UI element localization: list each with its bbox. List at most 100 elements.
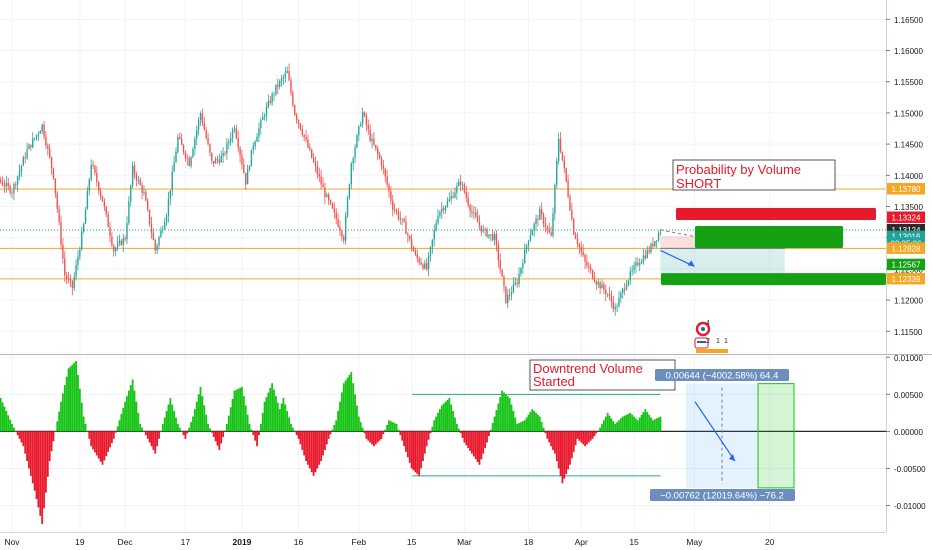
candle-body	[177, 136, 179, 152]
volume-scale[interactable]: 0.01000 0.00500 0.00000 -0.00500 -0.01000	[886, 354, 926, 511]
price-range-measure[interactable]	[412, 383, 795, 489]
candle-body	[294, 105, 296, 115]
candle-body	[550, 232, 552, 236]
volume-bar	[126, 396, 128, 432]
candle-body	[211, 152, 213, 161]
volume-bar	[555, 431, 558, 462]
volume-bar	[567, 431, 569, 470]
volume-bar	[565, 431, 568, 475]
short-position-tool[interactable]	[660, 208, 886, 286]
volume-bar	[3, 406, 6, 432]
volume-bar	[461, 431, 464, 438]
volume-bar	[652, 420, 654, 432]
candle-body	[573, 218, 575, 235]
volume-bar	[84, 423, 87, 432]
volume-bar	[286, 411, 289, 432]
volume-bar	[414, 431, 417, 473]
volume-bar	[631, 414, 634, 432]
volume-bar	[408, 431, 411, 463]
candle-body	[175, 151, 177, 163]
candle-body	[184, 152, 187, 158]
candle-body	[180, 138, 183, 145]
time-axis-label: Feb	[352, 537, 367, 547]
candle-body	[105, 206, 107, 214]
candle-body	[633, 265, 635, 271]
candle-body	[484, 229, 486, 230]
volume-bar	[410, 431, 413, 469]
candle-body	[539, 209, 541, 220]
candle-body	[356, 135, 358, 148]
volume-bar	[65, 376, 68, 432]
candle-body	[629, 271, 631, 281]
volume-bar	[437, 412, 439, 432]
volume-bar	[612, 421, 615, 432]
candle-body	[606, 293, 609, 295]
volume-bar	[99, 431, 102, 462]
candle-body	[439, 211, 441, 216]
price-level-label: 1.13124	[892, 226, 921, 235]
volume-bar	[427, 431, 430, 440]
candle-body	[271, 94, 273, 103]
candle-body	[54, 178, 57, 194]
volume-bar	[610, 418, 613, 432]
candle-body	[288, 70, 290, 81]
volume-bar	[514, 417, 517, 432]
volume-bar	[397, 429, 400, 432]
badge-number: 4	[706, 320, 710, 327]
volume-bar	[46, 431, 49, 477]
candle-body	[143, 192, 145, 193]
candle-body	[163, 222, 166, 229]
volume-bar	[90, 431, 93, 447]
candle-body	[218, 159, 221, 163]
volume-bar	[642, 411, 645, 432]
volume-bar	[175, 417, 177, 432]
volume-bar	[293, 431, 296, 433]
volume-bar	[9, 419, 12, 432]
measure-top-label: 0.00644 (−4002.58%) 64.4	[666, 371, 779, 382]
logo-badge: 4 2 1 1	[694, 320, 728, 353]
candle-body	[171, 171, 173, 191]
badge-counter-1: 2	[706, 338, 710, 345]
candle-body	[67, 278, 70, 280]
volume-bar	[56, 421, 59, 432]
volume-bar	[220, 431, 223, 444]
volume-bar	[11, 423, 13, 432]
volume-bar	[199, 386, 202, 432]
volume-bar	[546, 431, 549, 439]
candle-body	[212, 160, 215, 164]
candle-body	[96, 172, 98, 183]
candle-body	[444, 206, 447, 211]
volume-bar	[457, 428, 460, 432]
volume-bar	[120, 414, 123, 432]
volume-tick-label: 0.01000	[894, 354, 923, 363]
volume-annotation-line: Downtrend Volume	[533, 361, 643, 376]
volume-bar	[535, 412, 537, 432]
candle-body	[520, 267, 522, 274]
volume-bar	[190, 422, 192, 432]
candle-body	[243, 164, 245, 173]
volume-bar	[75, 360, 77, 432]
candle-body	[305, 136, 307, 140]
volume-bar	[493, 416, 496, 432]
price-level-tags: 1.137801.133241.131241.1301602:25:061.12…	[887, 183, 925, 285]
volume-bar	[329, 431, 332, 435]
candle-body	[75, 264, 77, 277]
volume-bar	[346, 377, 349, 432]
volume-bar	[169, 398, 172, 432]
volume-bar	[116, 426, 119, 432]
candle-body	[169, 190, 172, 199]
time-axis[interactable]: Nov 19 Dec 17 2019 16 Feb 15 Mar 18 Apr 15 May 20	[4, 537, 774, 547]
candle-body	[233, 128, 236, 130]
volume-bar	[374, 431, 377, 445]
volume-bar	[582, 431, 585, 445]
volume-bar	[497, 403, 500, 432]
candle-body	[265, 106, 268, 116]
candle-body	[116, 243, 119, 249]
candle-body	[542, 214, 545, 224]
price-level-label: 1.13324	[892, 213, 921, 222]
candle-body	[414, 251, 417, 255]
volume-annotation-line: Started	[533, 374, 575, 389]
